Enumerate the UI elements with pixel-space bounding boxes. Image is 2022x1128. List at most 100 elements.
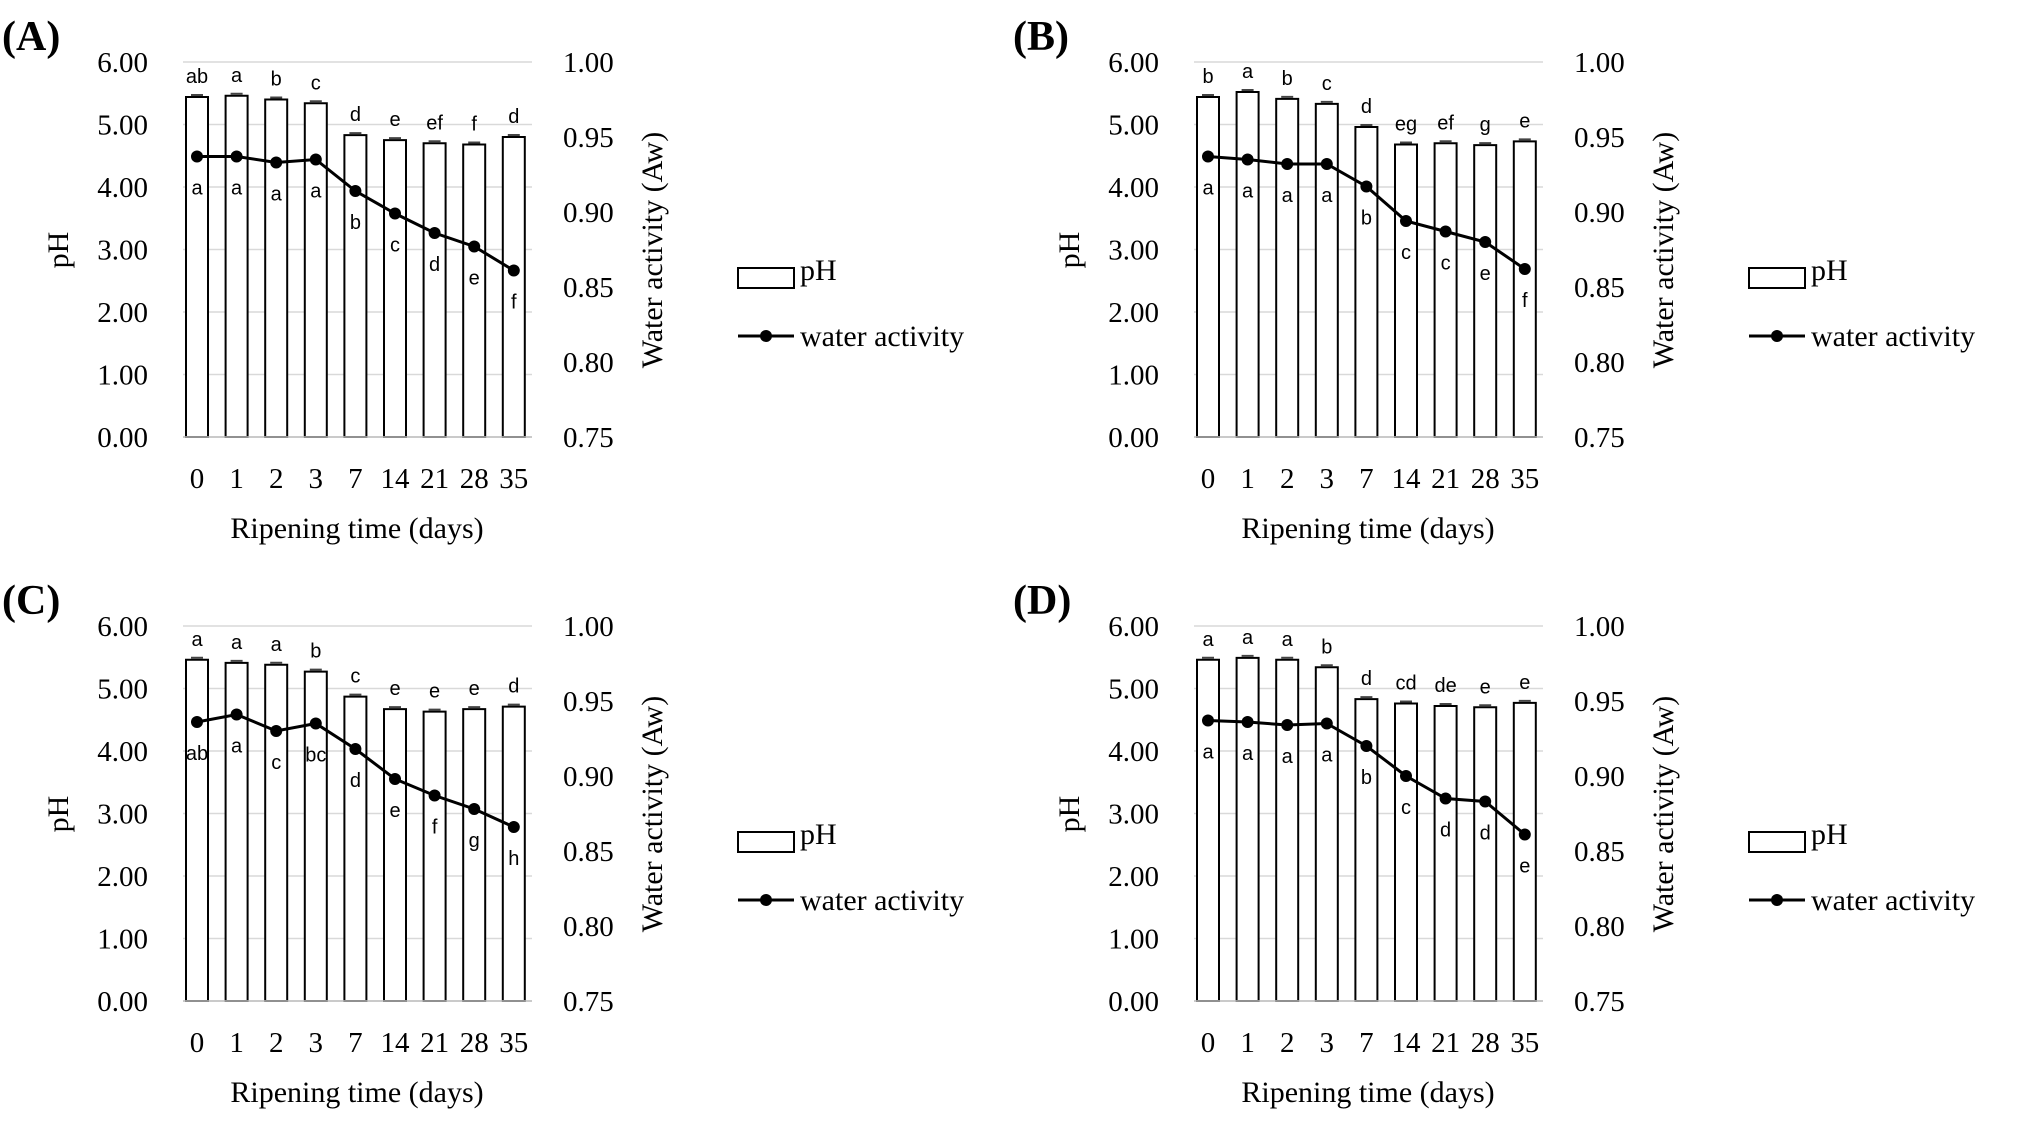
aw-letter: b — [1361, 208, 1372, 230]
aw-letter: b — [350, 212, 361, 234]
ph-letter: b — [310, 641, 321, 663]
aw-letter: c — [1401, 797, 1411, 819]
y-tick-label-right: 0.75 — [1574, 422, 1625, 454]
y-tick-label-left: 2.00 — [97, 861, 148, 893]
aw-letter: a — [231, 736, 243, 758]
ph-bar — [1512, 701, 1537, 1002]
ph-letter: ef — [1437, 112, 1454, 134]
y-tick-label-left: 0.00 — [97, 986, 148, 1018]
legend-aw-marker — [1771, 330, 1783, 342]
ph-bar — [1314, 102, 1339, 438]
y-axis-title-left: pH — [1053, 796, 1086, 833]
ph-bar — [1275, 97, 1300, 438]
y-tick-label-left: 3.00 — [1108, 235, 1159, 267]
x-tick-label: 3 — [309, 463, 324, 495]
ph-letter: d — [508, 676, 519, 698]
x-tick-label: 35 — [1510, 463, 1539, 495]
ph-bar — [224, 94, 249, 438]
aw-point — [1241, 153, 1254, 166]
aw-letter: e — [389, 800, 400, 822]
y-tick-label-right: 0.80 — [563, 347, 614, 379]
aw-letter: c — [271, 752, 281, 774]
legend-ph-swatch — [737, 267, 795, 289]
x-tick-label: 2 — [269, 463, 284, 495]
panel-label: (D) — [1013, 578, 1071, 624]
ph-letter: e — [429, 681, 440, 703]
aw-letter: d — [350, 770, 361, 792]
ph-bar — [501, 136, 526, 438]
x-tick-label: 7 — [348, 1027, 363, 1059]
aw-letter: g — [469, 830, 480, 852]
y-axis-title-left: pH — [1053, 232, 1086, 269]
aw-point — [428, 227, 441, 239]
y-tick-label-left: 4.00 — [1108, 736, 1159, 768]
ph-bar — [1394, 702, 1418, 1002]
ph-bar — [1314, 666, 1339, 1002]
ph-letter: a — [1242, 627, 1254, 649]
ph-letter: a — [1282, 629, 1294, 651]
aw-point — [309, 717, 322, 730]
y-tick-label-right: 0.95 — [563, 122, 614, 154]
ph-letter: f — [471, 114, 477, 136]
x-tick-label: 21 — [1431, 463, 1460, 495]
aw-letter: h — [508, 848, 519, 870]
ph-letter: ef — [426, 112, 443, 134]
y-tick-label-left: 0.00 — [1108, 986, 1159, 1018]
y-tick-label-right: 0.90 — [1574, 197, 1625, 229]
aw-letter: b — [1361, 767, 1372, 789]
y-tick-label-left: 6.00 — [1108, 611, 1159, 643]
ph-letter: e — [389, 678, 400, 700]
y-tick-label-left: 6.00 — [97, 611, 148, 643]
aw-point — [270, 156, 283, 169]
aw-letter: f — [511, 292, 517, 314]
x-tick-label: 35 — [1510, 1027, 1539, 1059]
y-tick-label-right: 0.85 — [563, 836, 614, 868]
ph-bar — [1235, 656, 1260, 1002]
x-tick-label: 2 — [269, 1027, 284, 1059]
aw-point — [507, 821, 520, 833]
legend-aw-marker — [1771, 894, 1783, 906]
x-tick-label: 28 — [1471, 463, 1500, 495]
aw-letter: a — [1282, 746, 1294, 768]
panel-label: (B) — [1013, 14, 1069, 60]
aw-point — [1439, 792, 1452, 805]
ph-letter: a — [1202, 629, 1214, 651]
panel-b: 0.00 1.00 2.00 3.00 4.00 5.00 6.00 0.75 0.80 0.85… — [1011, 0, 2022, 564]
aw-letter: bc — [305, 745, 326, 767]
legend-ph-label: pH — [800, 818, 837, 851]
aw-letter: f — [1522, 290, 1528, 312]
panel-label: (C) — [2, 578, 60, 624]
aw-letter: d — [1480, 823, 1491, 845]
aw-point — [428, 789, 441, 802]
x-tick-label: 28 — [460, 463, 489, 495]
y-tick-label-right: 0.90 — [563, 761, 614, 793]
legend-ph-swatch — [737, 831, 795, 853]
ph-letter: b — [1321, 636, 1332, 658]
aw-letter: c — [1441, 253, 1451, 275]
x-tick-label: 0 — [190, 463, 205, 495]
x-axis-title: Ripening time (days) — [230, 1076, 483, 1109]
aw-letter: e — [1480, 263, 1491, 285]
x-axis-title: Ripening time (days) — [230, 512, 483, 545]
y-axis-title-right: Water activity (Aw) — [1647, 696, 1680, 932]
aw-point — [468, 240, 481, 253]
y-tick-label-left: 3.00 — [97, 799, 148, 831]
ph-bar — [1354, 126, 1379, 438]
ph-letter: eg — [1395, 114, 1417, 136]
x-tick-label: 14 — [1392, 1027, 1422, 1059]
y-tick-label-left: 6.00 — [1108, 47, 1159, 79]
aw-point — [1320, 158, 1333, 170]
ph-bar — [264, 98, 289, 438]
aw-letter: a — [310, 181, 322, 203]
legend-aw-label: water activity — [1811, 320, 1975, 353]
x-tick-label: 21 — [1431, 1027, 1460, 1059]
ph-letter: e — [1519, 672, 1530, 694]
ph-bar — [383, 139, 407, 438]
y-tick-label-left: 4.00 — [97, 736, 148, 768]
ph-bar — [1275, 658, 1300, 1002]
ph-bar — [462, 708, 487, 1002]
y-tick-label-right: 0.75 — [1574, 986, 1625, 1018]
x-tick-label: 1 — [1240, 463, 1255, 495]
y-tick-label-left: 3.00 — [97, 235, 148, 267]
aw-point — [191, 716, 203, 728]
